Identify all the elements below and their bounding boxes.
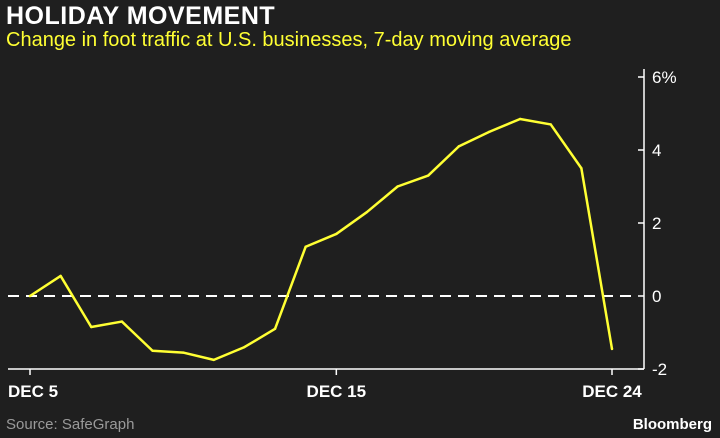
data-point — [151, 349, 154, 352]
data-point — [610, 347, 614, 351]
y-tick-label: -2 — [652, 360, 667, 379]
data-point — [518, 117, 522, 121]
data-point — [396, 185, 399, 188]
y-tick-label: 0 — [652, 287, 661, 306]
x-axis: DEC 5 DEC 15 DEC 24 — [8, 368, 644, 401]
data-point — [212, 358, 215, 362]
data-point — [28, 294, 32, 298]
data-point — [365, 210, 369, 214]
data-point — [457, 145, 461, 148]
data-point — [90, 325, 93, 329]
data-point — [549, 123, 552, 126]
data-point — [335, 232, 338, 236]
source-note: Source: SafeGraph — [6, 416, 135, 433]
x-tick-label: DEC 5 — [8, 382, 58, 401]
data-point — [488, 130, 491, 133]
bloomberg-logo: Bloomberg — [632, 416, 712, 433]
chart-subtitle: Change in foot traffic at U.S. businesse… — [6, 29, 572, 51]
data-point — [59, 274, 62, 278]
x-tick-label: DEC 15 — [307, 382, 367, 401]
series-group — [28, 117, 614, 362]
y-tick-label: 4 — [652, 141, 661, 160]
y-tick-label: 2 — [652, 214, 661, 233]
data-point — [304, 245, 307, 248]
data-point — [273, 327, 277, 331]
data-point — [427, 174, 430, 177]
data-point — [120, 320, 124, 323]
data-point — [181, 351, 185, 354]
data-point — [580, 167, 583, 170]
chart-title: HOLIDAY MOVEMENT — [6, 2, 276, 30]
data-point — [243, 345, 246, 349]
y-tick-label: 6% — [652, 68, 677, 87]
series-line — [28, 117, 614, 362]
x-tick-label: DEC 24 — [582, 382, 642, 401]
y-axis: 6% 4 2 0 -2 — [638, 68, 677, 379]
